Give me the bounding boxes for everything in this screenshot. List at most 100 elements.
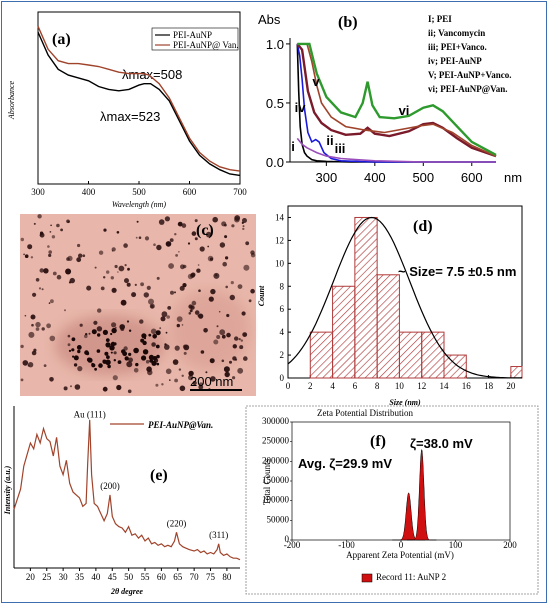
panel-a-ylabel: Absorbance bbox=[7, 80, 16, 120]
tem-nanoparticle bbox=[86, 285, 92, 291]
tem-nanoparticle bbox=[166, 315, 170, 319]
tem-nanoparticle bbox=[250, 288, 255, 294]
panel-a-annotation-0: λmax=508 bbox=[122, 67, 182, 82]
tem-nanoparticle bbox=[151, 360, 157, 366]
tem-nanoparticle bbox=[100, 286, 105, 291]
panel-f-border bbox=[245, 405, 539, 595]
tem-nanoparticle bbox=[98, 250, 104, 255]
tem-nanoparticle bbox=[172, 359, 179, 365]
panel-d-bar-4 bbox=[398, 331, 423, 379]
tem-nanoparticle bbox=[46, 323, 51, 329]
tem-nanoparticle bbox=[165, 331, 168, 334]
tem-nanoparticle bbox=[126, 320, 130, 323]
tem-nanoparticle bbox=[146, 366, 152, 373]
tem-nanoparticle bbox=[161, 383, 164, 386]
panel-b-uv-vis-comparison: Abs (b) nm I; PEI ii; Vancomycin iii; PE… bbox=[258, 12, 522, 185]
panel-e-x-tick-label: 55 bbox=[141, 572, 151, 582]
panel-f-y-tick-label: 300000 bbox=[262, 416, 290, 426]
tem-nanoparticle bbox=[43, 364, 47, 367]
panel-a-annotation-1: λmax=523 bbox=[100, 109, 160, 124]
tem-nanoparticle bbox=[159, 327, 162, 329]
panel-d-x-tick-label: 14 bbox=[440, 381, 450, 391]
tem-nanoparticle bbox=[66, 257, 70, 261]
tem-nanoparticle bbox=[188, 374, 194, 381]
tem-nanoparticle bbox=[31, 323, 34, 327]
tem-nanoparticle bbox=[85, 333, 88, 336]
tem-nanoparticle bbox=[128, 329, 132, 332]
tem-nanoparticle bbox=[148, 333, 152, 337]
tem-nanoparticle bbox=[216, 325, 219, 328]
tem-nanoparticle bbox=[156, 354, 160, 359]
tem-nanoparticle bbox=[174, 233, 177, 236]
tem-nanoparticle bbox=[124, 264, 127, 267]
panel-a-legend-0: PEI-AuNP bbox=[173, 30, 212, 40]
tem-nanoparticle bbox=[111, 287, 117, 293]
tem-nanoparticle bbox=[164, 343, 167, 346]
tem-nanoparticle bbox=[35, 327, 40, 331]
tem-nanoparticle bbox=[175, 254, 179, 257]
tem-nanoparticle bbox=[70, 385, 72, 388]
panel-b-x-tick-label: 400 bbox=[364, 170, 386, 185]
panel-b-xlabel: nm bbox=[504, 170, 522, 185]
tem-nanoparticle bbox=[117, 360, 122, 364]
tem-nanoparticle bbox=[188, 304, 193, 309]
panel-a-legend-1: PEI-AuNP@ Van. bbox=[173, 40, 239, 50]
tem-nanoparticle bbox=[135, 236, 138, 239]
tem-nanoparticle bbox=[155, 383, 159, 387]
tem-nanoparticle bbox=[194, 237, 198, 241]
tem-nanoparticle bbox=[198, 384, 204, 390]
tem-nanoparticle bbox=[122, 351, 128, 357]
tem-nanoparticle bbox=[31, 350, 37, 356]
tem-nanoparticle bbox=[176, 323, 180, 328]
tem-nanoparticle bbox=[224, 235, 228, 239]
tem-nanoparticle bbox=[124, 278, 129, 284]
tem-nanoparticle bbox=[219, 329, 226, 336]
tem-nanoparticles bbox=[20, 214, 256, 394]
panel-d-x-tick-label: 2 bbox=[308, 381, 313, 391]
panel-e-x-tick-label: 40 bbox=[91, 572, 101, 582]
tem-nanoparticle bbox=[49, 231, 52, 233]
tem-nanoparticle bbox=[196, 268, 201, 273]
tem-nanoparticle bbox=[205, 371, 208, 374]
tem-nanoparticle bbox=[22, 360, 29, 366]
tem-nanoparticle bbox=[96, 326, 103, 332]
tem-nanoparticle bbox=[118, 265, 125, 272]
panel-e-x-tick-label: 25 bbox=[42, 572, 52, 582]
panel-f-annotation-0: Avg. ζ=29.9 mV bbox=[298, 456, 392, 471]
panel-a-label: (a) bbox=[52, 31, 71, 48]
tem-nanoparticle bbox=[116, 231, 120, 234]
tem-nanoparticle bbox=[226, 314, 229, 317]
tem-nanoparticle bbox=[156, 362, 160, 366]
tem-nanoparticle bbox=[234, 336, 239, 341]
tem-nanoparticle bbox=[169, 238, 174, 243]
tem-nanoparticle bbox=[181, 223, 187, 228]
tem-nanoparticle bbox=[181, 324, 184, 326]
tem-nanoparticle bbox=[135, 362, 139, 367]
tem-nanoparticle bbox=[30, 256, 34, 259]
panel-a-uv-vis: (a) PEI-AuNP PEI-AuNP@ Van. λmax=508 λma… bbox=[7, 11, 247, 209]
tem-nanoparticle bbox=[151, 342, 156, 347]
tem-nanoparticle bbox=[174, 291, 176, 294]
tem-nanoparticle bbox=[97, 333, 101, 337]
tem-nanoparticle bbox=[106, 355, 110, 359]
panel-e-x-tick-label: 65 bbox=[173, 572, 183, 582]
tem-nanoparticle bbox=[174, 378, 179, 383]
tem-nanoparticle bbox=[120, 299, 127, 306]
tem-nanoparticle bbox=[155, 344, 160, 349]
tem-nanoparticle bbox=[114, 264, 118, 269]
tem-nanoparticle bbox=[178, 368, 182, 371]
tem-nanoparticle bbox=[111, 327, 117, 334]
tem-nanoparticle bbox=[210, 288, 216, 295]
tem-nanoparticle bbox=[111, 322, 117, 328]
panel-b-y-tick-label: 0.5 bbox=[266, 96, 284, 111]
panel-d-y-tick-label: 0 bbox=[280, 373, 285, 383]
tem-nanoparticle bbox=[124, 356, 129, 361]
tem-nanoparticle bbox=[30, 314, 36, 320]
tem-nanoparticle bbox=[216, 335, 221, 339]
tem-nanoparticle bbox=[50, 299, 54, 304]
panel-f-x-tick-label: -200 bbox=[284, 540, 301, 550]
tem-nanoparticle bbox=[116, 384, 122, 391]
tem-nanoparticle bbox=[94, 367, 97, 371]
tem-nanoparticle bbox=[41, 288, 44, 291]
tem-nanoparticle bbox=[200, 350, 205, 354]
